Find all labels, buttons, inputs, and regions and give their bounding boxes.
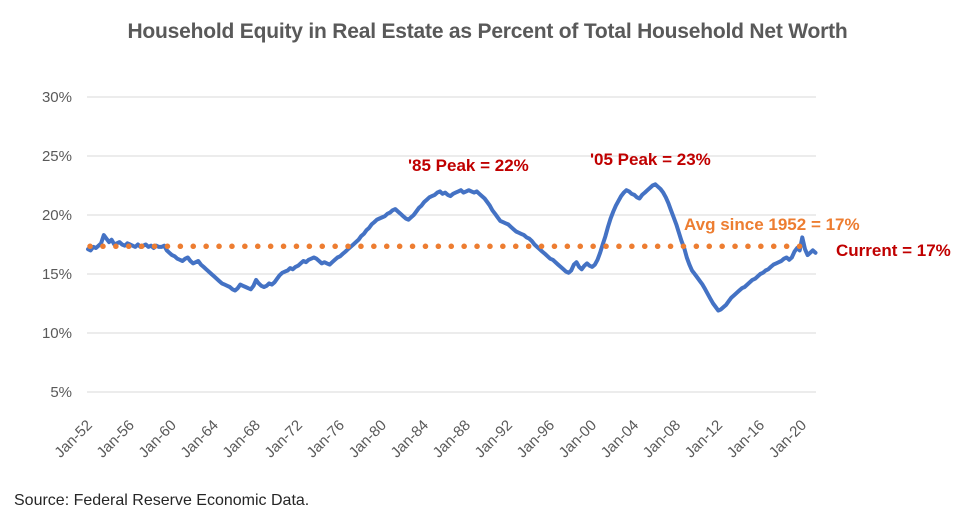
series-line [86, 182, 818, 313]
x-axis-tick-label: Jan-68 [219, 417, 263, 461]
y-axis-tick-label: 5% [50, 384, 72, 401]
x-axis-tick-label: Jan-20 [766, 417, 810, 461]
x-axis-tick-label: Jan-84 [388, 417, 432, 461]
y-axis-tick-label: 15% [42, 266, 72, 283]
y-axis-tick-label: 20% [42, 207, 72, 224]
annotation-current: Current = 17% [836, 241, 951, 260]
x-axis-tick-label: Jan-64 [177, 417, 221, 461]
x-axis-tick-label: Jan-92 [472, 417, 516, 461]
x-axis-tick-label: Jan-00 [556, 417, 600, 461]
chart-title: Household Equity in Real Estate as Perce… [127, 20, 848, 43]
y-axis-tick-label: 30% [42, 89, 72, 106]
x-axis-tick-label: Jan-04 [598, 417, 642, 461]
annotation-average-since-1952: Avg since 1952 = 17% [684, 215, 860, 234]
x-axis-tick-label: Jan-88 [430, 417, 474, 461]
annotation-05-peak: '05 Peak = 23% [590, 150, 711, 169]
y-axis-tick-label: 25% [42, 148, 72, 165]
x-axis-tick-label: Jan-60 [135, 417, 179, 461]
x-axis-tick-label: Jan-56 [93, 417, 137, 461]
x-axis-tick-label: Jan-52 [51, 417, 95, 461]
x-axis-tick-label: Jan-76 [303, 417, 347, 461]
source-note: Source: Federal Reserve Economic Data. [14, 492, 310, 509]
x-axis-tick-label: Jan-16 [724, 417, 768, 461]
annotation-85-peak: '85 Peak = 22% [408, 156, 529, 175]
x-axis-tick-label: Jan-80 [346, 417, 390, 461]
x-axis-tick-label: Jan-96 [514, 417, 558, 461]
y-axis-tick-label: 10% [42, 325, 72, 342]
x-axis-tick-label: Jan-08 [640, 417, 684, 461]
x-axis-tick-label: Jan-72 [261, 417, 305, 461]
x-axis-tick-label: Jan-12 [682, 417, 726, 461]
